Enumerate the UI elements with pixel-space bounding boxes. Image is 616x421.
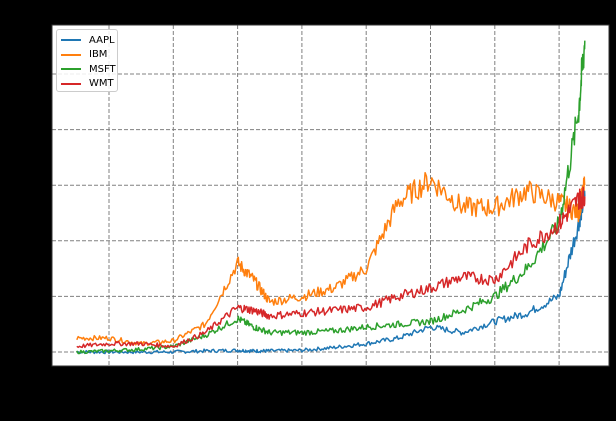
legend-item-ibm: IBM (61, 48, 113, 63)
series-line-wmt (76, 186, 586, 349)
series-lines (76, 40, 586, 355)
legend-label-ibm: IBM (89, 49, 108, 61)
legend-swatch-ibm (61, 53, 81, 56)
legend-item-aapl: AAPL (61, 33, 115, 48)
axes-frame (51, 24, 610, 367)
legend-item-wmt: WMT (61, 77, 114, 92)
series-line-msft (76, 40, 586, 355)
legend-label-wmt: WMT (89, 78, 114, 90)
legend: AAPL IBM MSFT WMT (56, 29, 118, 92)
gridlines (52, 25, 609, 366)
legend-label-aapl: AAPL (89, 34, 115, 46)
series-line-ibm (76, 171, 586, 346)
legend-label-msft: MSFT (89, 63, 116, 75)
legend-swatch-wmt (61, 82, 81, 85)
legend-swatch-aapl (61, 39, 81, 42)
legend-item-msft: MSFT (61, 62, 116, 77)
series-line-aapl (76, 190, 586, 355)
legend-swatch-msft (61, 68, 81, 71)
